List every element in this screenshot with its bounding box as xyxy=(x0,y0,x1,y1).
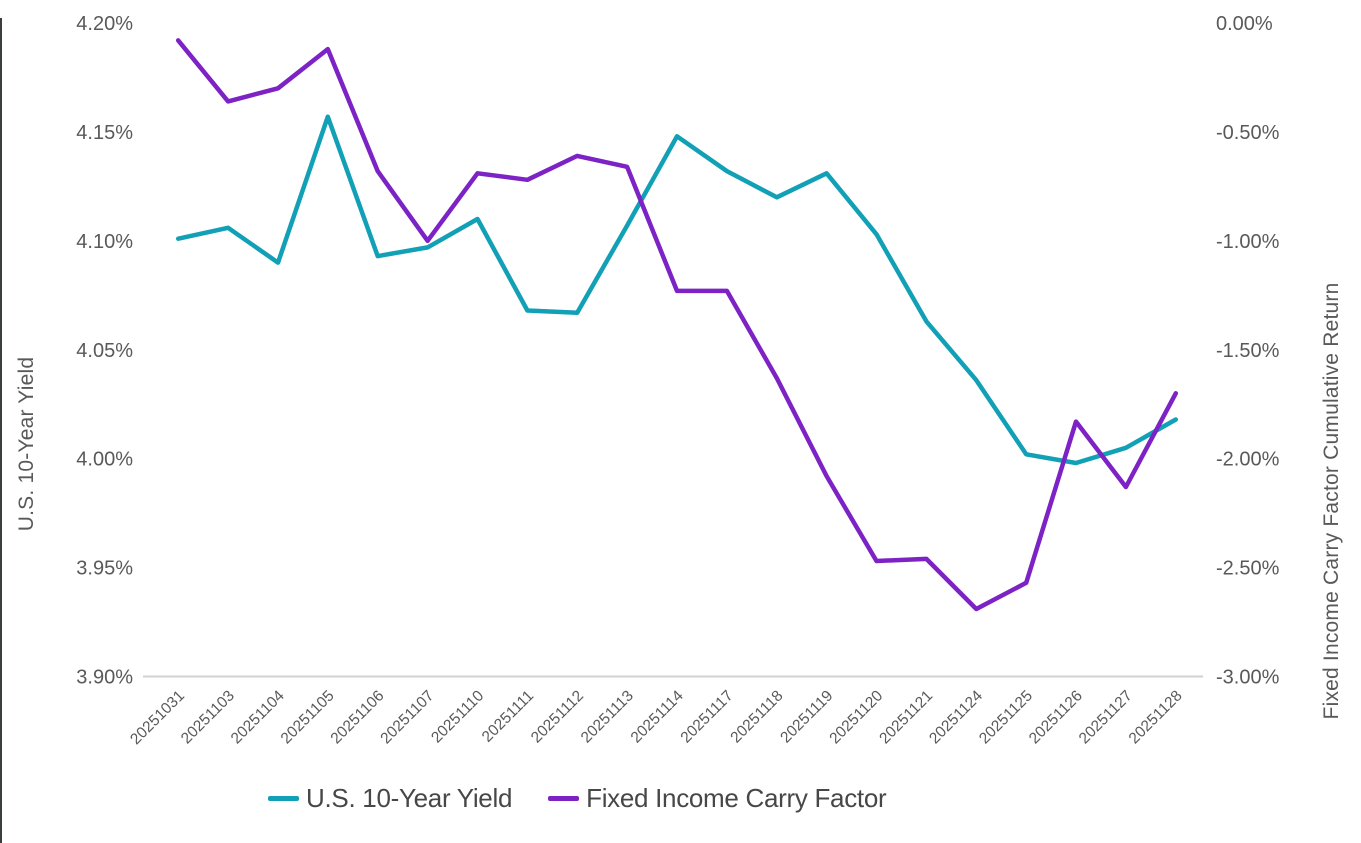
x-axis-tick-label: 20251107 xyxy=(377,687,437,747)
legend-label-carry: Fixed Income Carry Factor xyxy=(586,783,887,813)
x-axis-tick-label: 20251103 xyxy=(178,687,238,747)
left-axis-tick-label: 4.15% xyxy=(76,122,133,144)
left-axis-tick-label: 4.10% xyxy=(76,231,133,253)
x-axis-tick-label: 20251121 xyxy=(876,687,936,747)
left-axis-tick-label: 4.20% xyxy=(76,13,133,35)
right-axis-tick-label: -0.50% xyxy=(1216,122,1280,144)
right-axis-tick-label: -2.00% xyxy=(1216,449,1280,471)
right-axis-tick-label: -2.50% xyxy=(1216,558,1280,580)
x-axis-tick-label: 20251126 xyxy=(1026,687,1086,747)
legend-swatch-carry xyxy=(548,796,580,801)
x-axis-tick-label: 20251106 xyxy=(328,687,388,747)
chart-legend: U.S. 10-Year Yield Fixed Income Carry Fa… xyxy=(268,783,887,814)
left-axis-tick-label: 4.00% xyxy=(76,449,133,471)
left-axis-tick-label: 3.95% xyxy=(76,558,133,580)
left-axis-tick-label: 4.05% xyxy=(76,340,133,362)
legend-item-carry: Fixed Income Carry Factor xyxy=(548,783,887,814)
legend-item-yield: U.S. 10-Year Yield xyxy=(268,783,512,814)
x-axis-tick-label: 20251120 xyxy=(826,687,886,747)
legend-swatch-yield xyxy=(268,796,299,801)
x-axis-tick-label: 20251127 xyxy=(1076,687,1136,747)
series-line-yield xyxy=(175,114,1179,466)
series-line-carry xyxy=(175,38,1179,612)
x-axis-tick-label: 20251114 xyxy=(628,687,687,746)
x-axis-tick-label: 20251125 xyxy=(976,687,1036,747)
right-axis-tick-label: -1.50% xyxy=(1216,340,1280,362)
right-axis-title: Fixed Income Carry Factor Cumulative Ret… xyxy=(1320,282,1343,720)
x-axis-tick-label: 20251104 xyxy=(228,687,288,747)
right-axis-tick-label: -1.00% xyxy=(1216,231,1280,253)
x-axis-tick-label: 20251128 xyxy=(1126,687,1186,747)
x-axis-tick-label: 20251112 xyxy=(528,687,587,746)
left-axis-tick-label: 3.90% xyxy=(76,667,133,689)
x-axis-tick-label: 20251111 xyxy=(479,687,537,745)
x-axis-tick-label: 20251118 xyxy=(727,687,786,746)
x-axis-tick-label: 20251031 xyxy=(127,687,188,748)
x-axis-tick-label: 20251124 xyxy=(926,687,986,747)
right-axis-tick-label: 0.00% xyxy=(1216,13,1273,35)
x-axis-tick-label: 20251110 xyxy=(428,687,487,746)
right-axis-tick-label: -3.00% xyxy=(1216,667,1280,689)
left-axis-title: U.S. 10-Year Yield xyxy=(15,356,38,532)
x-axis-tick-label: 20251113 xyxy=(578,687,637,746)
x-axis-tick-label: 20251105 xyxy=(278,687,338,747)
window-edge-border xyxy=(0,18,2,843)
x-axis-tick-label: 20251117 xyxy=(678,687,737,746)
legend-label-yield: U.S. 10-Year Yield xyxy=(306,783,513,813)
